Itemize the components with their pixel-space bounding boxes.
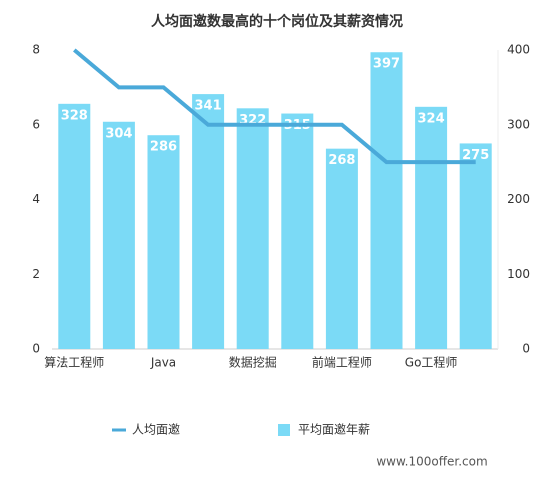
value-label: 286 bbox=[150, 140, 177, 155]
line bbox=[73, 48, 476, 165]
x-tick-label: Go工程师 bbox=[405, 355, 458, 370]
legend-swatch bbox=[278, 424, 290, 436]
value-label: 341 bbox=[195, 99, 222, 114]
y-tick-label: 8 bbox=[32, 43, 40, 57]
value-label: 397 bbox=[373, 57, 400, 72]
bar bbox=[370, 52, 403, 350]
bar bbox=[281, 113, 314, 349]
bar bbox=[415, 106, 448, 349]
bar bbox=[236, 108, 269, 350]
y2-tick-label: 300 bbox=[507, 117, 530, 131]
watermark: www.100offer.com bbox=[376, 455, 487, 469]
value-label: 324 bbox=[418, 111, 445, 126]
bar bbox=[102, 121, 135, 349]
x-tick-label: 数据挖掘 bbox=[229, 355, 277, 370]
chart-title: 人均面邀数最高的十个岗位及其薪资情况 bbox=[151, 13, 403, 30]
y2-tick-label: 400 bbox=[507, 43, 530, 57]
value-label: 304 bbox=[105, 126, 132, 141]
bar bbox=[325, 148, 358, 349]
y-tick-label: 6 bbox=[32, 117, 40, 131]
legend-label: 人均面邀 bbox=[132, 422, 180, 437]
y-tick-label: 2 bbox=[32, 267, 40, 281]
value-label: 275 bbox=[462, 148, 489, 163]
y-tick-label: 0 bbox=[32, 342, 40, 356]
bar bbox=[147, 135, 180, 349]
y2-tick-label: 0 bbox=[522, 342, 530, 356]
y2-tick-label: 200 bbox=[507, 192, 530, 206]
legend-label: 平均面邀年薪 bbox=[298, 422, 370, 437]
bar bbox=[192, 94, 225, 349]
bar bbox=[58, 103, 91, 349]
bar bbox=[459, 143, 492, 349]
x-tick-label: Java bbox=[150, 356, 176, 370]
x-tick-label: 前端工程师 bbox=[312, 355, 372, 370]
value-label: 328 bbox=[61, 108, 88, 123]
x-tick-label: 算法工程师 bbox=[44, 355, 104, 370]
y2-tick-label: 100 bbox=[507, 267, 530, 281]
y-tick-label: 4 bbox=[32, 192, 40, 206]
value-label: 268 bbox=[328, 153, 355, 168]
